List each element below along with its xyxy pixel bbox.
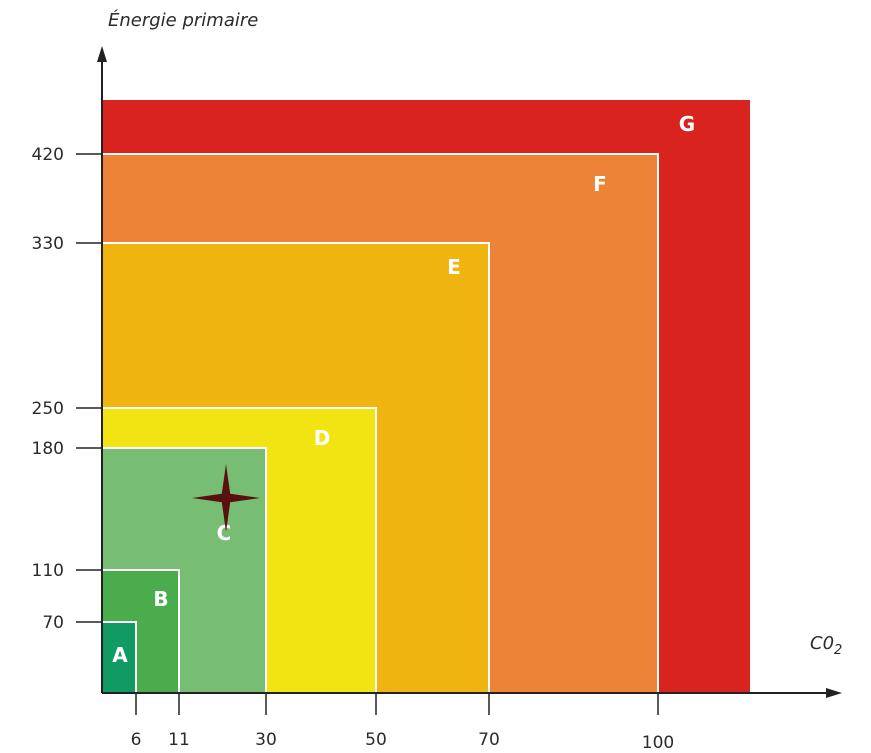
class-f-label: F — [593, 172, 607, 196]
class-b-label: B — [153, 587, 168, 611]
class-g-label: G — [679, 112, 695, 136]
y-tick-label: 180 — [32, 439, 64, 459]
y-axis-title: Énergie primaire — [108, 9, 258, 31]
axis-ticks: 70 110 180 250 330 420 6 11 30 50 70 100 — [32, 145, 675, 753]
y-tick-label: 420 — [32, 145, 64, 165]
class-e-label: E — [447, 255, 461, 279]
class-d-label: D — [314, 426, 331, 450]
x-tick-label: 70 — [478, 730, 500, 750]
x-axis-title: C02 — [810, 633, 842, 658]
x-axis-arrow-icon — [826, 688, 842, 698]
class-a-label: A — [112, 643, 128, 667]
x-tick-label: 100 — [642, 733, 674, 753]
x-tick-label: 30 — [255, 730, 277, 750]
x-tick-label: 6 — [131, 730, 142, 750]
y-tick-label: 70 — [42, 613, 64, 633]
y-tick-label: 330 — [32, 234, 64, 254]
x-tick-label: 11 — [168, 730, 190, 750]
class-rectangles: G F E D C B A — [101, 100, 750, 694]
y-axis-arrow-icon — [97, 46, 107, 62]
marker — [192, 464, 260, 532]
star-marker-icon — [192, 464, 260, 532]
y-tick-label: 110 — [32, 561, 64, 581]
x-tick-label: 50 — [365, 730, 387, 750]
class-c-label: C — [217, 521, 232, 545]
y-tick-label: 250 — [32, 399, 64, 419]
